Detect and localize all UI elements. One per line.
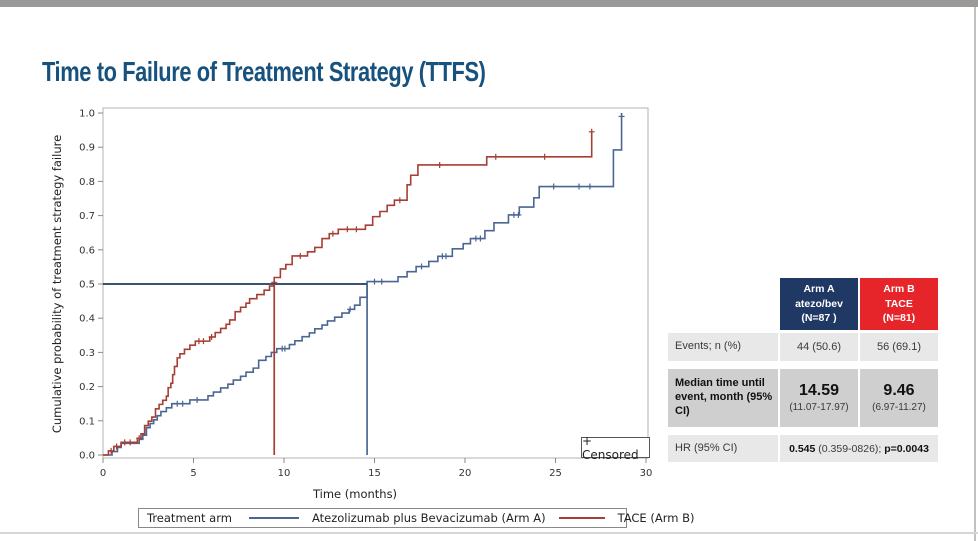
x-axis-title: Time (months): [312, 487, 398, 501]
svg-text:0.8: 0.8: [79, 177, 95, 188]
legend-label-arm-a: Atezolizumab plus Bevacizumab (Arm A): [311, 511, 546, 525]
svg-text:0.2: 0.2: [79, 382, 95, 393]
page-title: Time to Failure of Treatment Strategy (T…: [42, 56, 486, 87]
svg-text:0: 0: [100, 468, 106, 479]
svg-text:0.7: 0.7: [79, 211, 95, 222]
legend-title: Treatment arm: [147, 511, 232, 525]
hr-value: 0.545 (0.359-0826); p=0.0043: [780, 435, 938, 462]
svg-text:1.0: 1.0: [79, 109, 95, 120]
header-spacer: [668, 278, 778, 330]
table-row-median: Median time until event, month (95% CI) …: [668, 369, 938, 427]
events-label: Events; n (%): [668, 333, 778, 361]
svg-text:0.6: 0.6: [79, 245, 95, 256]
median-arm-a-ci: (11.07-17.97): [789, 402, 849, 414]
arm-a-line-sample: [248, 517, 299, 519]
hr-ci: (0.359-0826);: [815, 442, 885, 455]
table-row-events: Events; n (%) 44 (50.6) 56 (69.1): [668, 333, 938, 361]
hr-estimate: 0.545: [789, 442, 816, 455]
arm-a-n: (N=87 ): [801, 312, 837, 325]
treatment-arm-legend: Treatment arm Atezolizumab plus Bevacizu…: [138, 508, 694, 528]
hr-pvalue: p=0.0043: [884, 442, 929, 455]
censored-label: + Censored: [582, 433, 639, 462]
svg-text:0.9: 0.9: [79, 143, 95, 154]
arm-b-drug: TACE: [885, 297, 913, 310]
arm-b-n: (N=81): [882, 312, 916, 325]
svg-text:15: 15: [368, 468, 381, 479]
svg-text:5: 5: [190, 468, 196, 479]
svg-text:0.4: 0.4: [79, 314, 95, 325]
table-row-hr: HR (95% CI) 0.545 (0.359-0826); p=0.0043: [668, 435, 938, 462]
arm-a-name: Arm A: [803, 282, 835, 295]
slide-top-border: [0, 0, 978, 7]
table-header-row: Arm A atezo/bev (N=87 ) Arm B TACE (N=81…: [668, 278, 938, 330]
svg-text:30: 30: [640, 468, 653, 479]
km-plot-area: 0.0 0.1 0.2 0.3 0.4 0.5 0.6 0.7 0.8 0.9 1.0 0 5 10 15 2…: [79, 107, 653, 479]
header-arm-a: Arm A atezo/bev (N=87 ): [780, 278, 858, 330]
header-arm-b: Arm B TACE (N=81): [860, 278, 938, 330]
hr-label: HR (95% CI): [668, 435, 778, 462]
median-arm-a-cell: 14.59 (11.07-17.97): [780, 369, 858, 427]
events-arm-b-value: 56 (69.1): [860, 333, 938, 361]
svg-text:0.3: 0.3: [79, 348, 95, 359]
median-arm-a-value: 14.59: [798, 382, 840, 400]
slide-right-border: [974, 7, 976, 541]
arm-a-drug: atezo/bev: [795, 297, 843, 310]
results-table: Arm A atezo/bev (N=87 ) Arm B TACE (N=81…: [668, 278, 938, 462]
legend-label-arm-b: TACE (Arm B): [617, 511, 695, 525]
median-arm-b-ci: (6.97-11.27): [872, 402, 926, 414]
km-chart: 0.0 0.1 0.2 0.3 0.4 0.5 0.6 0.7 0.8 0.9 1.0 0 5 10 15 2…: [40, 95, 680, 505]
svg-text:0.5: 0.5: [79, 280, 95, 291]
censored-legend-box: + Censored: [581, 434, 650, 462]
arm-b-line-sample: [558, 517, 605, 519]
svg-text:20: 20: [459, 468, 472, 479]
svg-text:25: 25: [549, 468, 562, 479]
slide-bottom-border: [0, 532, 978, 534]
median-label: Median time until event, month (95% CI): [668, 369, 778, 427]
median-arm-b-value: 9.46: [883, 382, 915, 400]
median-arm-b-cell: 9.46 (6.97-11.27): [860, 369, 938, 427]
arm-b-name: Arm B: [883, 282, 915, 295]
svg-text:0.0: 0.0: [79, 451, 95, 462]
svg-text:0.1: 0.1: [79, 416, 95, 427]
svg-text:10: 10: [278, 468, 291, 479]
events-arm-a-value: 44 (50.6): [780, 333, 858, 361]
